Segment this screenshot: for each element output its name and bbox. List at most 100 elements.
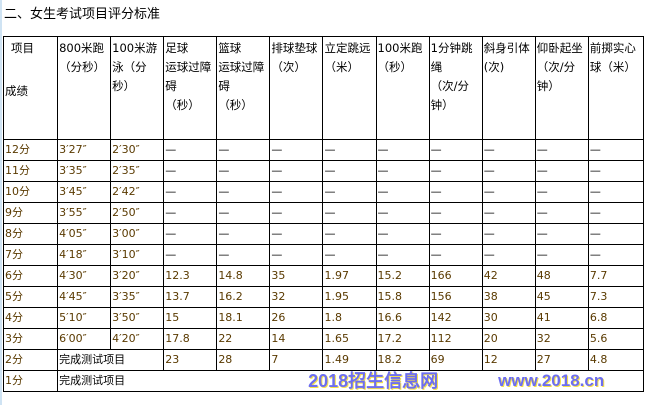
value-cell: 38 — [481, 286, 536, 308]
header-text: 800米跑 — [59, 41, 105, 55]
column-header: 斜身引体 (次) — [481, 36, 536, 140]
value-cell: — — [216, 223, 271, 245]
header-text: 前掷实心球（米） — [589, 41, 636, 74]
value-cell: — — [481, 139, 536, 161]
value-cell: — — [322, 160, 377, 182]
value-cell: — — [481, 160, 536, 182]
value-cell: 4′20″ — [110, 328, 165, 350]
merged-text: 完成测试项目 — [59, 374, 126, 387]
value-cell: 3′10″ — [110, 244, 165, 266]
value-cell: 5′10″ — [57, 307, 112, 329]
value-cell: — — [534, 160, 589, 182]
value-cell: — — [481, 244, 536, 266]
table-row: 2分 完成测试项目 23 28 7 1.49 18.2 69 12 27 4.8 — [2, 349, 645, 371]
value-cell: 2′30″ — [110, 139, 165, 161]
value-cell: — — [534, 202, 589, 224]
column-header: 100米跑 （秒） — [375, 36, 430, 140]
value-cell: 2′35″ — [110, 160, 165, 182]
value-cell: — — [375, 160, 430, 182]
value-cell: 35 — [269, 265, 324, 287]
value-cell: 32 — [269, 286, 324, 308]
value-cell: 3′20″ — [110, 265, 165, 287]
value-cell: — — [481, 181, 536, 203]
header-text: 项目 — [11, 41, 34, 55]
header-text: 仰卧起坐 — [536, 41, 583, 55]
header-text: （次/分钟） — [536, 60, 576, 93]
column-header: 篮球 运球过障碍 （秒） — [216, 36, 271, 140]
merged-cell: 完成测试项目 2018招生信息网 www.2018.cn — [57, 370, 644, 392]
value-cell: 14.8 — [216, 265, 271, 287]
scoring-table: 项目 成绩 800米跑 （分秒） 100米游泳（分秒） 足球 运球过障碍 （秒） 篮球 运球过障碍… — [2, 36, 645, 392]
header-text: 1分钟跳绳 — [430, 41, 473, 74]
value-cell: — — [481, 223, 536, 245]
value-cell: — — [322, 223, 377, 245]
value-cell: 5.6 — [587, 328, 645, 350]
value-cell: 32 — [534, 328, 589, 350]
score-cell: 4分 — [2, 307, 59, 329]
value-cell: — — [428, 244, 483, 266]
value-cell: 20 — [481, 328, 536, 350]
header-text: （次/分钟） — [430, 79, 469, 112]
value-cell: — — [428, 223, 483, 245]
value-cell: — — [534, 181, 589, 203]
value-cell: 7 — [269, 349, 324, 371]
value-cell: — — [322, 181, 377, 203]
value-cell: — — [375, 202, 430, 224]
merged-cell: 完成测试项目 — [57, 349, 165, 371]
value-cell: — — [322, 202, 377, 224]
value-cell: 2′42″ — [110, 181, 165, 203]
value-cell: 45 — [534, 286, 589, 308]
value-cell: 4′45″ — [57, 286, 112, 308]
header-text: 运球过障碍 — [165, 60, 212, 93]
value-cell: 15.2 — [375, 265, 430, 287]
table-row: 6分 4′30″ 3′20″ 12.3 14.8 35 1.97 15.2 166 42 48 7.7 — [2, 265, 645, 287]
header-text: 足球 — [165, 41, 189, 55]
header-text: （秒） — [218, 98, 253, 112]
value-cell: 17.2 — [375, 328, 430, 350]
score-cell: 5分 — [2, 286, 59, 308]
header-text: 立定跳远 — [324, 41, 371, 55]
column-header: 1分钟跳绳 （次/分钟） — [428, 36, 483, 140]
value-cell: 3′50″ — [110, 307, 165, 329]
score-cell: 12分 — [2, 139, 59, 161]
value-cell: — — [269, 223, 324, 245]
value-cell: 23 — [163, 349, 218, 371]
value-cell: — — [428, 181, 483, 203]
value-cell: — — [375, 181, 430, 203]
header-text: （次） — [271, 60, 306, 74]
value-cell: 142 — [428, 307, 483, 329]
header-row: 项目 成绩 800米跑 （分秒） 100米游泳（分秒） 足球 运球过障碍 （秒） 篮球 运球过障碍… — [2, 36, 645, 140]
value-cell: 18.2 — [375, 349, 430, 371]
value-cell: 166 — [428, 265, 483, 287]
value-cell: 22 — [216, 328, 271, 350]
column-header: 前掷实心球（米） — [587, 36, 645, 140]
value-cell: — — [534, 139, 589, 161]
value-cell: 17.8 — [163, 328, 218, 350]
header-text: 100米跑 — [377, 41, 423, 55]
value-cell: — — [428, 160, 483, 182]
score-cell: 11分 — [2, 160, 59, 182]
table-row: 3分 6′00″ 4′20″ 17.8 22 14 1.65 17.2 112 20 32 5.6 — [2, 328, 645, 350]
value-cell: 4′05″ — [57, 223, 112, 245]
table-row: 4分 5′10″ 3′50″ 15 18.1 26 1.8 16.6 142 30 41 6.8 — [2, 307, 645, 329]
column-header: 排球垫球 （次） — [269, 36, 324, 140]
value-cell: 3′00″ — [110, 223, 165, 245]
value-cell: 4′18″ — [57, 244, 112, 266]
value-cell: 27 — [534, 349, 589, 371]
value-cell: — — [269, 139, 324, 161]
header-text: 成绩 — [5, 84, 28, 98]
value-cell: 41 — [534, 307, 589, 329]
score-cell: 3分 — [2, 328, 59, 350]
value-cell: — — [375, 139, 430, 161]
value-cell: — — [587, 139, 645, 161]
value-cell: — — [587, 181, 645, 203]
value-cell: 3′35″ — [57, 160, 112, 182]
table-row: 11分 3′35″ 2′35″ — — — — — — — — — — [2, 160, 645, 182]
value-cell: 1.8 — [322, 307, 377, 329]
value-cell: — — [163, 244, 218, 266]
value-cell: — — [322, 244, 377, 266]
header-text: （米） — [324, 60, 359, 74]
table-row: 1分 完成测试项目 2018招生信息网 www.2018.cn — [2, 370, 644, 392]
table-row: 9分 3′55″ 2′50″ — — — — — — — — — — [2, 202, 645, 224]
value-cell: 15.8 — [375, 286, 430, 308]
